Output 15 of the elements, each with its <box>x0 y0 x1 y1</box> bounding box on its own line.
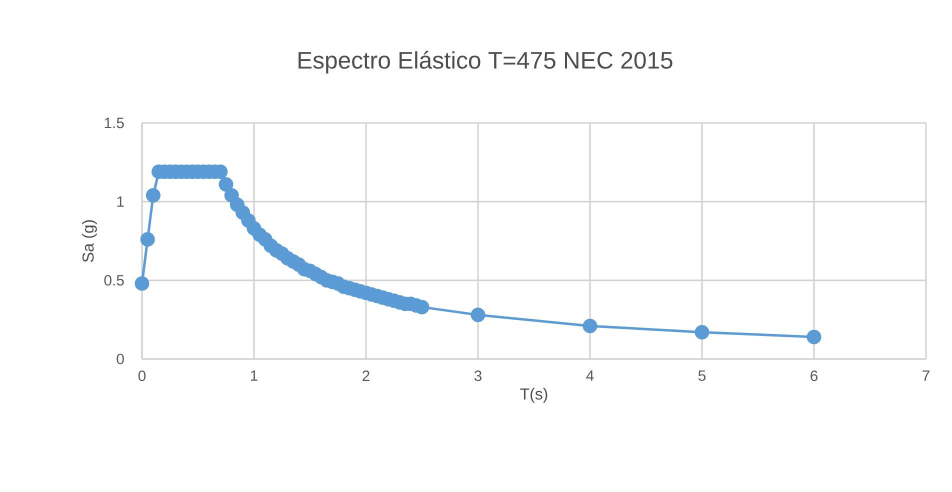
x-tick-label: 6 <box>810 370 818 382</box>
x-tick-label: 2 <box>362 370 370 381</box>
x-tick-label: 1 <box>250 370 258 381</box>
y-axis-title: Sa (g) <box>82 220 97 262</box>
y-tick-label: 1.5 <box>104 118 124 128</box>
x-tick-label: 5 <box>698 370 706 381</box>
chart-title: Espectro Elástico T=475 NEC 2015 <box>298 50 672 74</box>
x-tick-label: 3 <box>474 370 482 382</box>
y-tick-label: 0 <box>116 354 124 364</box>
y-tick-label: 1 <box>117 196 124 207</box>
x-tick-label: 4 <box>586 370 594 381</box>
x-axis-title: T(s) <box>520 388 548 403</box>
x-tick-label: 0 <box>138 370 146 382</box>
x-tick-label: 7 <box>922 370 930 381</box>
y-tick-label: 0.5 <box>104 275 124 286</box>
